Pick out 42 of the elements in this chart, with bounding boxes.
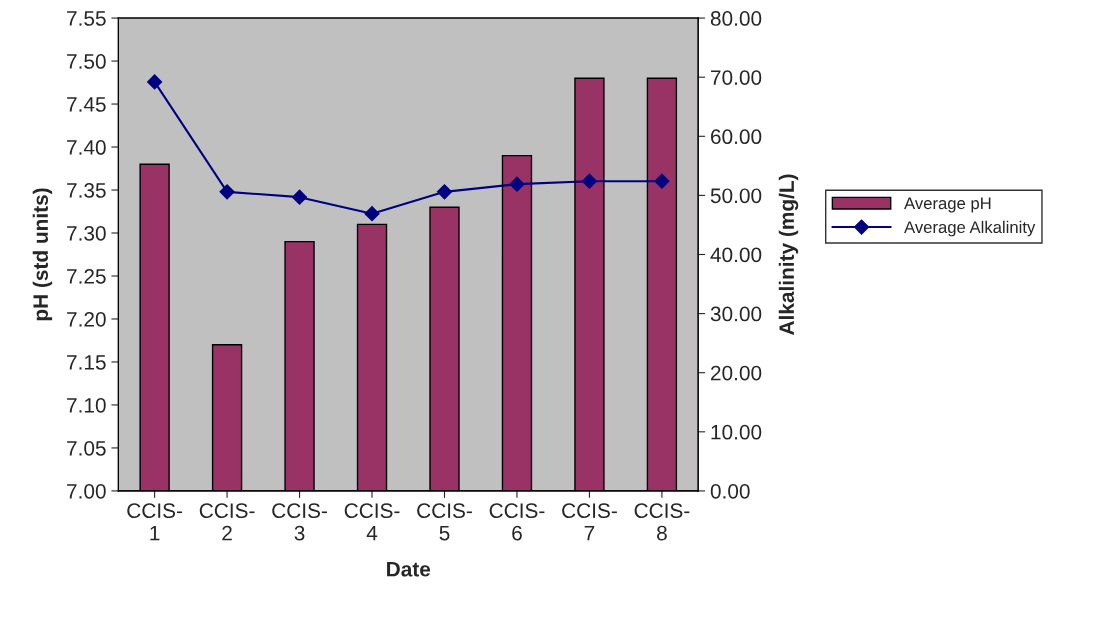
legend-label: Average pH xyxy=(904,197,991,213)
y-tick-label: 7.30 xyxy=(67,226,106,241)
x-tick-label: CCIS-1 xyxy=(127,503,183,541)
point xyxy=(654,173,670,189)
point xyxy=(219,184,235,200)
point xyxy=(581,173,598,189)
y2-tick-label: 20.00 xyxy=(711,365,762,381)
y-tick-label: 7.25 xyxy=(67,268,106,284)
y-tick-label: 7.45 xyxy=(67,97,106,112)
point xyxy=(364,206,380,222)
x-tick-label: CCIS-8 xyxy=(634,503,690,541)
legend-label: Average Alkalinity xyxy=(904,220,1036,237)
y-tick-label: 7.15 xyxy=(67,355,106,370)
y2-tick-label: 40.00 xyxy=(710,247,762,263)
x-tick-label: CCIS-2 xyxy=(199,503,255,541)
y2-tick-label: 10.00 xyxy=(711,424,762,440)
point xyxy=(291,189,308,205)
point xyxy=(147,74,163,90)
y-tick-label: 7.10 xyxy=(67,397,106,413)
y2-tick-label: 80.00 xyxy=(710,11,762,26)
y2-tick-label: 0.00 xyxy=(710,483,750,499)
y-tick-label: 7.40 xyxy=(67,140,106,155)
y-tick-label: 7.55 xyxy=(67,11,106,26)
y-tick-label: 7.05 xyxy=(67,440,106,456)
y-tick-label: 7.00 xyxy=(67,483,106,499)
y2-tick-label: 50.00 xyxy=(710,188,762,204)
y-axis-title: pH (std units) xyxy=(32,188,53,321)
y-tick-label: 7.35 xyxy=(67,183,106,198)
x-tick-label: CCIS-3 xyxy=(272,503,327,541)
x-tick-label: CCIS-7 xyxy=(562,503,617,541)
y-tick-label: 7.50 xyxy=(67,54,106,69)
x-tick-label: CCIS-5 xyxy=(417,503,472,541)
x-tick-label: CCIS-6 xyxy=(489,503,545,541)
y2-axis-title: Alkalinity (mg/L) xyxy=(778,174,799,335)
point xyxy=(436,184,453,200)
x-tick-label: CCIS-4 xyxy=(344,503,400,541)
point xyxy=(509,176,525,192)
y2-tick-label: 30.00 xyxy=(710,306,762,322)
y2-tick-label: 70.00 xyxy=(711,70,762,85)
y-tick-label: 7.20 xyxy=(67,311,106,327)
y2-tick-label: 60.00 xyxy=(711,129,762,145)
x-axis-title: Date xyxy=(387,562,431,577)
